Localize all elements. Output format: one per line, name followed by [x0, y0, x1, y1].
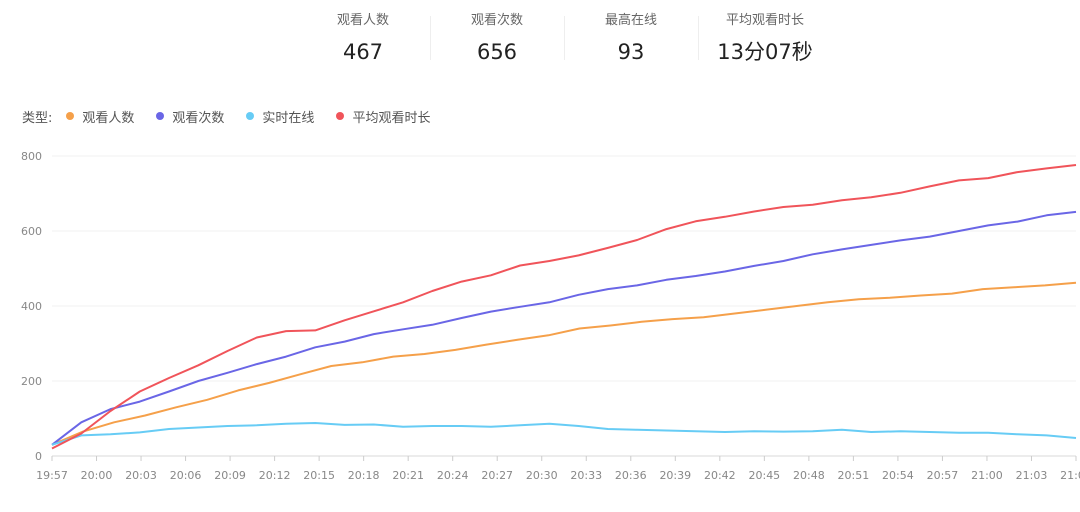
stat-value: 656: [476, 40, 518, 64]
series-line: [51, 281, 1077, 446]
x-tick-label: 20:42: [704, 469, 736, 482]
legend-label: 观看人数: [82, 110, 135, 126]
x-tick-label: 20:48: [793, 469, 825, 482]
y-tick-label: 0: [35, 450, 42, 463]
y-tick-label: 400: [21, 300, 42, 313]
x-tick-label: 20:54: [882, 469, 914, 482]
legend-dot: [246, 112, 255, 120]
x-tick-label: 20:27: [481, 469, 513, 482]
line-chart: 0 200 400 600 800 19:57 20:00 20:03 20:06 20:09 20…: [21, 150, 1080, 482]
legend-title: 类型:: [22, 110, 53, 126]
stats-bar: 观看人数 467 观看次数 656 最高在线 93 平均观看时长 13分07秒: [296, 0, 836, 90]
x-tick-label: 20:24: [437, 469, 469, 482]
y-tick-label: 800: [21, 150, 42, 163]
x-tick-label: 21:00: [971, 469, 1003, 482]
legend-dot: [66, 112, 75, 120]
x-tick-label: 20:45: [748, 469, 780, 482]
legend-label: 平均观看时长: [352, 110, 431, 126]
x-tick-label: 20:12: [259, 469, 291, 482]
legend-item-avg-duration[interactable]: 平均观看时长: [336, 107, 430, 126]
legend-item-viewers[interactable]: 观看人数: [66, 107, 134, 126]
x-tick-label: 20:36: [615, 469, 647, 482]
stat-label: 观看人数: [336, 13, 389, 28]
x-tick-label: 20:51: [838, 469, 870, 482]
x-tick-label: 20:33: [570, 469, 602, 482]
legend-item-realtime-online[interactable]: 实时在线: [246, 107, 314, 126]
stat-value: 467: [342, 40, 384, 64]
stat-value: 13分07秒: [717, 40, 813, 64]
series-line: [51, 210, 1077, 446]
x-tick-label: 20:18: [348, 469, 380, 482]
x-tick-label: 19:57: [36, 469, 68, 482]
y-tick-label: 200: [21, 375, 42, 388]
x-tick-label: 21:03: [1016, 469, 1048, 482]
x-tick-label: 20:15: [303, 469, 335, 482]
stat-value: 93: [617, 40, 645, 64]
legend-dot: [156, 112, 165, 120]
x-tick-label: 20:30: [526, 469, 558, 482]
stat-avg-duration: 平均观看时长 13分07秒: [698, 0, 832, 90]
x-tick-label: 20:39: [659, 469, 691, 482]
stat-label: 观看次数: [470, 13, 523, 28]
x-tick-label: 21:06: [1060, 469, 1080, 482]
legend-label: 观看次数: [172, 110, 225, 126]
x-tick-label: 20:57: [927, 469, 959, 482]
x-tick-label: 20:06: [170, 469, 202, 482]
series-line: [51, 164, 1077, 450]
stat-peak-online: 最高在线 93: [564, 0, 698, 90]
chart-legend: 类型: 观看人数 观看次数 实时在线 平均观看时长: [22, 106, 452, 126]
y-tick-label: 600: [21, 225, 42, 238]
legend-item-views[interactable]: 观看次数: [156, 107, 224, 126]
x-tick-label: 20:21: [392, 469, 424, 482]
x-tick-label: 20:00: [81, 469, 113, 482]
stat-label: 最高在线: [604, 13, 657, 28]
x-tick-label: 20:03: [125, 469, 157, 482]
stat-viewers: 观看人数 467: [296, 0, 430, 90]
legend-dot: [336, 112, 345, 120]
series-line: [51, 422, 1077, 446]
x-tick-label: 20:09: [214, 469, 246, 482]
stat-views: 观看次数 656: [430, 0, 564, 90]
stat-label: 平均观看时长: [725, 13, 804, 28]
legend-label: 实时在线: [262, 110, 315, 126]
